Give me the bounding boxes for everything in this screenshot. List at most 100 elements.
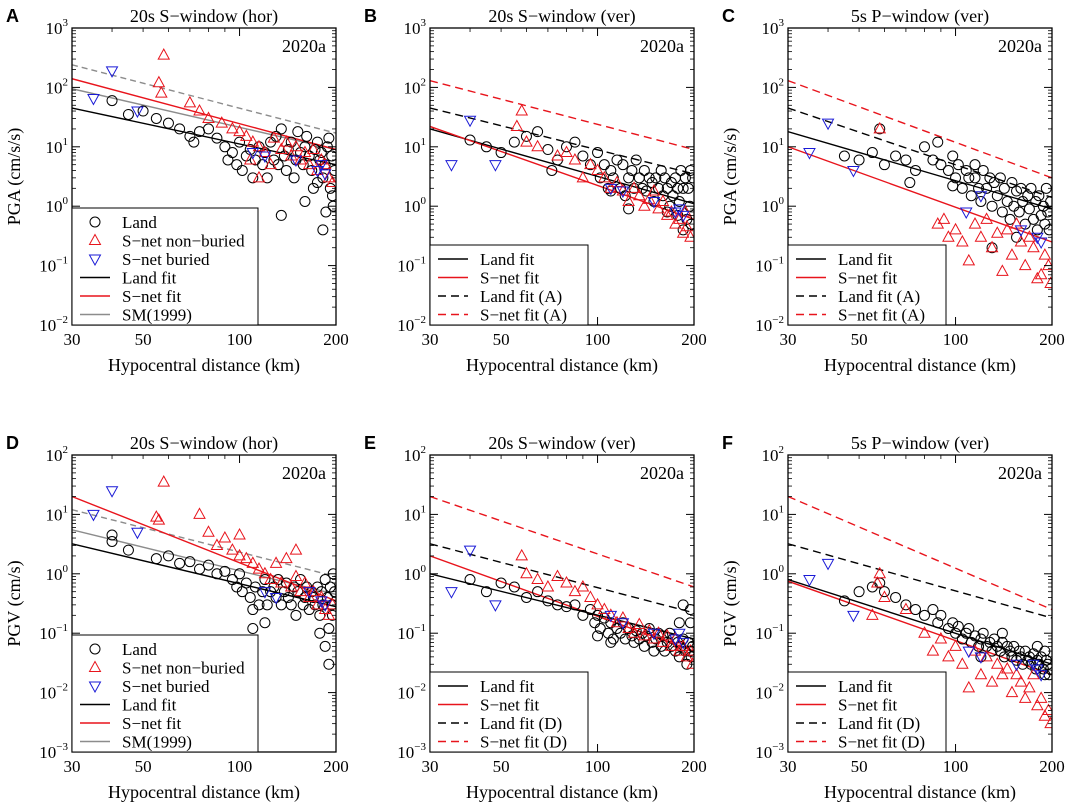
data-point: [605, 164, 617, 176]
panel-C: C 5s P−window (ver)10−210−110010110210330…: [720, 6, 1065, 376]
legend-label: S−net fit: [122, 714, 181, 733]
legend-label: Land fit: [838, 677, 893, 696]
data-point: [1018, 258, 1032, 271]
series-tri-up: [515, 548, 694, 669]
data-point: [616, 183, 630, 196]
data-point: [990, 226, 1004, 238]
legend-label: S−net fit: [122, 287, 181, 306]
data-point: [284, 579, 298, 592]
y-tick-label: 102: [46, 76, 69, 97]
data-point: [952, 620, 964, 632]
legend-item: S−net fit: [80, 714, 181, 733]
y-tick-label: 102: [404, 76, 427, 97]
data-point: [307, 584, 320, 597]
data-point: [977, 627, 989, 639]
data-point: [677, 182, 689, 194]
data-point: [314, 609, 326, 621]
data-point: [592, 609, 604, 621]
y-tick-label: 10−3: [755, 741, 784, 762]
data-point: [275, 123, 287, 135]
data-point: [122, 108, 134, 120]
data-point: [157, 475, 171, 487]
data-point: [531, 572, 544, 585]
data-point: [489, 600, 502, 612]
data-point: [489, 160, 502, 172]
data-point: [592, 630, 604, 642]
data-point: [1005, 248, 1019, 260]
y-tick-label: 10−2: [755, 682, 784, 703]
panel-letter: C: [722, 6, 735, 26]
data-point: [866, 147, 878, 159]
data-point: [949, 639, 962, 651]
data-point: [853, 586, 865, 598]
legend-box: [71, 207, 259, 326]
data-point: [218, 531, 232, 543]
panel-title: 20s S−window (ver): [488, 6, 635, 27]
panel-title: 20s S−window (hor): [130, 6, 278, 27]
y-tick-label: 101: [404, 136, 427, 157]
data-point: [150, 553, 162, 565]
data-point: [569, 599, 581, 611]
legend-label: Land fit (D): [480, 714, 562, 733]
data-point: [684, 617, 694, 629]
data-point: [314, 152, 328, 165]
x-tick-label: 50: [851, 757, 868, 776]
data-point: [289, 155, 303, 168]
data-point: [640, 185, 652, 197]
data-point: [853, 154, 865, 166]
legend-label: SM(1999): [122, 306, 192, 325]
legend-item: S−net fit: [80, 287, 181, 306]
data-point: [515, 548, 529, 561]
data-point: [947, 180, 959, 192]
data-point: [890, 591, 902, 603]
data-point: [1013, 206, 1025, 218]
data-point: [684, 230, 694, 242]
y-tick-label: 101: [762, 136, 785, 157]
legend-label: S−net fit: [480, 269, 539, 288]
data-point: [847, 165, 860, 178]
x-tick-label: 100: [227, 757, 253, 776]
data-point: [647, 628, 661, 641]
data-point: [660, 208, 674, 220]
x-axis: 30 50 100 200: [780, 28, 1065, 349]
legend-item: S−net fit: [796, 696, 897, 715]
legend-label: SM(1999): [122, 733, 192, 752]
y-tick-label: 10−1: [755, 622, 784, 643]
data-point: [594, 172, 606, 184]
data-point: [927, 604, 939, 616]
data-point: [838, 150, 850, 162]
legend-label: S−net fit: [838, 696, 897, 715]
data-point: [622, 194, 635, 206]
data-point: [246, 135, 260, 147]
data-point: [259, 617, 271, 629]
data-point: [577, 609, 589, 621]
y-axis: 10−2 10−1 100 101 102 103: [397, 17, 694, 335]
data-point: [918, 609, 930, 621]
y-tick-label: 10−1: [397, 255, 426, 276]
data-point: [1042, 703, 1052, 715]
data-point: [202, 111, 215, 123]
data-point: [541, 579, 555, 592]
y-tick-label: 102: [404, 444, 427, 465]
legend-label: Land fit: [838, 250, 893, 269]
data-point: [184, 130, 196, 142]
data-point: [918, 626, 931, 638]
y-tick-label: 10−1: [397, 622, 426, 643]
data-point: [292, 126, 304, 138]
legend-item: Land fit: [80, 269, 177, 288]
legend-marker-swatch: [89, 216, 101, 228]
data-point: [633, 172, 645, 184]
data-point: [673, 617, 685, 629]
reference-label: 2020a: [998, 36, 1042, 56]
data-point: [900, 154, 912, 166]
data-point: [445, 160, 458, 172]
data-point: [174, 123, 186, 135]
legend-item: Land fit (A): [438, 287, 562, 306]
series-tri-up: [152, 48, 336, 188]
data-point: [632, 617, 646, 630]
data-point: [821, 118, 835, 131]
data-point: [1034, 670, 1048, 682]
data-point: [947, 150, 959, 162]
legend-item: S−net fit (D): [438, 733, 567, 752]
